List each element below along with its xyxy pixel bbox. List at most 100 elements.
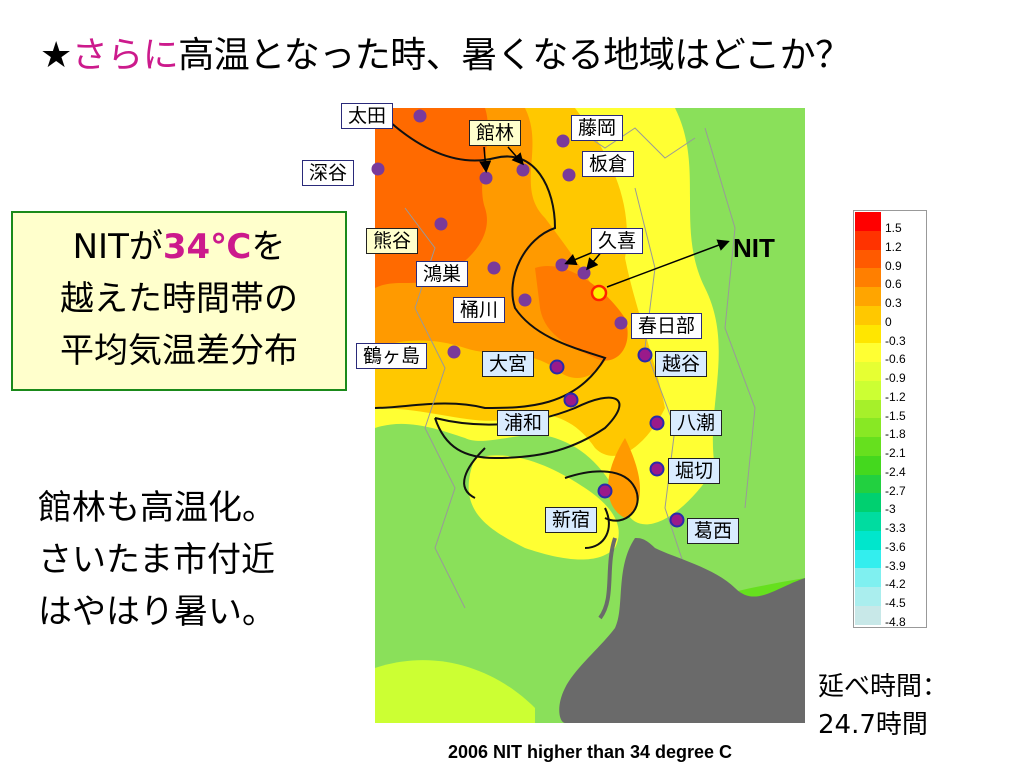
legend-tick-label: -2.1 xyxy=(885,446,906,460)
station-label-kasukabe: 春日部 xyxy=(631,313,703,339)
station-dot-kumagaya xyxy=(434,217,448,231)
station-dot-okegawa xyxy=(518,293,532,307)
legend-swatch xyxy=(855,268,881,287)
legend-tick-label: -2.4 xyxy=(885,464,906,479)
legend-swatch xyxy=(855,493,881,512)
info-line-2: 越えた時間帯の xyxy=(60,279,298,319)
legend-swatch xyxy=(855,474,881,494)
station-label-urawa: 浦和 xyxy=(497,410,550,436)
info-line-1: NITが34℃を xyxy=(13,221,345,273)
legend-tick-label: -0.3 xyxy=(885,333,906,348)
station-label-fukaya: 深谷 xyxy=(302,160,355,186)
station-dot-fukaya xyxy=(371,162,385,176)
station-dot-ota xyxy=(413,109,427,123)
info-line-1-post: を xyxy=(251,227,286,267)
station-dot-itakura xyxy=(562,168,576,182)
station-label-kasai: 葛西 xyxy=(687,518,740,544)
nit-label: NIT xyxy=(733,233,775,263)
station-dot-fujioka xyxy=(556,134,570,148)
legend-tick-label: -3.6 xyxy=(885,539,906,554)
legend-tick-label: -0.6 xyxy=(885,352,906,367)
legend-tick-label: 1.5 xyxy=(885,221,902,235)
legend-swatch xyxy=(855,587,881,606)
duration-line-2: 24.7時間 xyxy=(818,710,928,740)
legend-tick-label: 1.2 xyxy=(885,239,902,254)
duration-text: 延べ時間： 24.7時間 xyxy=(818,668,948,744)
station-label-kumagaya: 熊谷 xyxy=(366,228,419,254)
station-label-konosu: 鴻巣 xyxy=(416,261,469,287)
legend-swatch xyxy=(855,530,881,550)
station-dot-kasai xyxy=(669,512,685,528)
station-label-kuki: 久喜 xyxy=(591,228,644,254)
station-label-tsurugashima: 鶴ヶ島 xyxy=(356,343,428,369)
title-text: 高温となった時、暑くなる地域はどこか？ xyxy=(178,35,851,76)
legend-tick-label: 0 xyxy=(885,314,892,329)
legend-swatch xyxy=(855,287,881,306)
info-temp: 34℃ xyxy=(162,227,252,267)
info-line-3: 平均気温差分布 xyxy=(60,331,298,371)
station-dot-horikiri xyxy=(649,461,665,477)
legend-swatch xyxy=(855,305,881,325)
legend-box xyxy=(853,210,927,628)
legend-tick-label: -1.2 xyxy=(885,389,906,404)
station-dot-kuki-1 xyxy=(555,258,569,272)
legend-swatch xyxy=(855,399,881,419)
legend-tick-label: 0.3 xyxy=(885,296,902,310)
station-dot-koshigaya xyxy=(637,347,653,363)
legend-swatch xyxy=(855,324,881,344)
station-label-horikiri: 堀切 xyxy=(668,458,721,484)
station-dot-yashio xyxy=(649,415,665,431)
legend-swatch xyxy=(855,343,881,362)
station-dot-tsurugashima xyxy=(447,345,461,359)
station-dot-omiya xyxy=(549,359,565,375)
station-label-omiya: 大宮 xyxy=(482,351,535,377)
legend-tick-label: -3.9 xyxy=(885,558,906,573)
map-caption: 2006 NIT higher than 34 degree C xyxy=(447,742,733,762)
legend-tick-label: -4.5 xyxy=(885,596,906,610)
station-label-yashio: 八潮 xyxy=(670,410,723,436)
legend-swatch xyxy=(855,549,881,569)
legend-swatch xyxy=(855,568,881,587)
legend-tick-label: -1.5 xyxy=(885,408,906,423)
legend-swatch xyxy=(855,230,881,250)
legend-tick-label: 0.6 xyxy=(885,277,902,292)
legend-swatch xyxy=(855,605,881,625)
legend-tick-label: -0.9 xyxy=(885,371,906,385)
info-line-1-pre: NITが xyxy=(72,227,163,267)
duration-line-1: 延べ時間： xyxy=(818,672,949,702)
station-label-ota: 太田 xyxy=(341,103,394,129)
star-icon: ★ xyxy=(40,35,72,76)
note-text: 館林も高温化。 さいたま市付近 はやはり暑い。 xyxy=(38,482,276,638)
title-highlight: さらに xyxy=(71,35,179,76)
nit-marker xyxy=(590,284,608,302)
note-line-1: 館林も高温化。 xyxy=(38,488,276,528)
station-dot-tatebayashi-2 xyxy=(516,163,530,177)
station-label-shinjuku: 新宿 xyxy=(545,507,598,533)
legend-swatch xyxy=(855,249,881,269)
legend-swatch xyxy=(855,380,881,400)
legend-swatch xyxy=(855,212,881,231)
station-dot-urawa xyxy=(563,392,579,408)
legend-colorbar xyxy=(855,212,881,625)
legend-tick-label: -3.3 xyxy=(885,521,906,535)
legend-tick-label: -2.7 xyxy=(885,483,906,498)
legend-swatch xyxy=(855,362,881,381)
station-label-tatebayashi: 館林 xyxy=(469,120,522,146)
note-line-3: はやはり暑い。 xyxy=(38,592,276,632)
station-label-itakura: 板倉 xyxy=(582,151,635,177)
station-dot-shinjuku xyxy=(597,483,613,499)
legend-tick-label: 0.9 xyxy=(885,258,902,273)
legend-swatch xyxy=(855,418,881,437)
arrow-tatebayashi-1 xyxy=(479,146,492,173)
legend-swatch xyxy=(855,455,881,475)
slide-title: ★さらに高温となった時、暑くなる地域はどこか？ xyxy=(40,34,851,78)
legend-tick-label: -4.8 xyxy=(885,614,906,629)
temperature-map xyxy=(375,108,805,723)
station-label-fujioka: 藤岡 xyxy=(571,115,624,141)
station-label-okegawa: 桶川 xyxy=(453,297,506,323)
info-box: NITが34℃を 越えた時間帯の 平均気温差分布 xyxy=(11,211,347,391)
station-dot-tatebayashi-1 xyxy=(479,171,493,185)
legend-tick-label: -4.2 xyxy=(885,577,906,592)
legend-swatch xyxy=(855,512,881,531)
